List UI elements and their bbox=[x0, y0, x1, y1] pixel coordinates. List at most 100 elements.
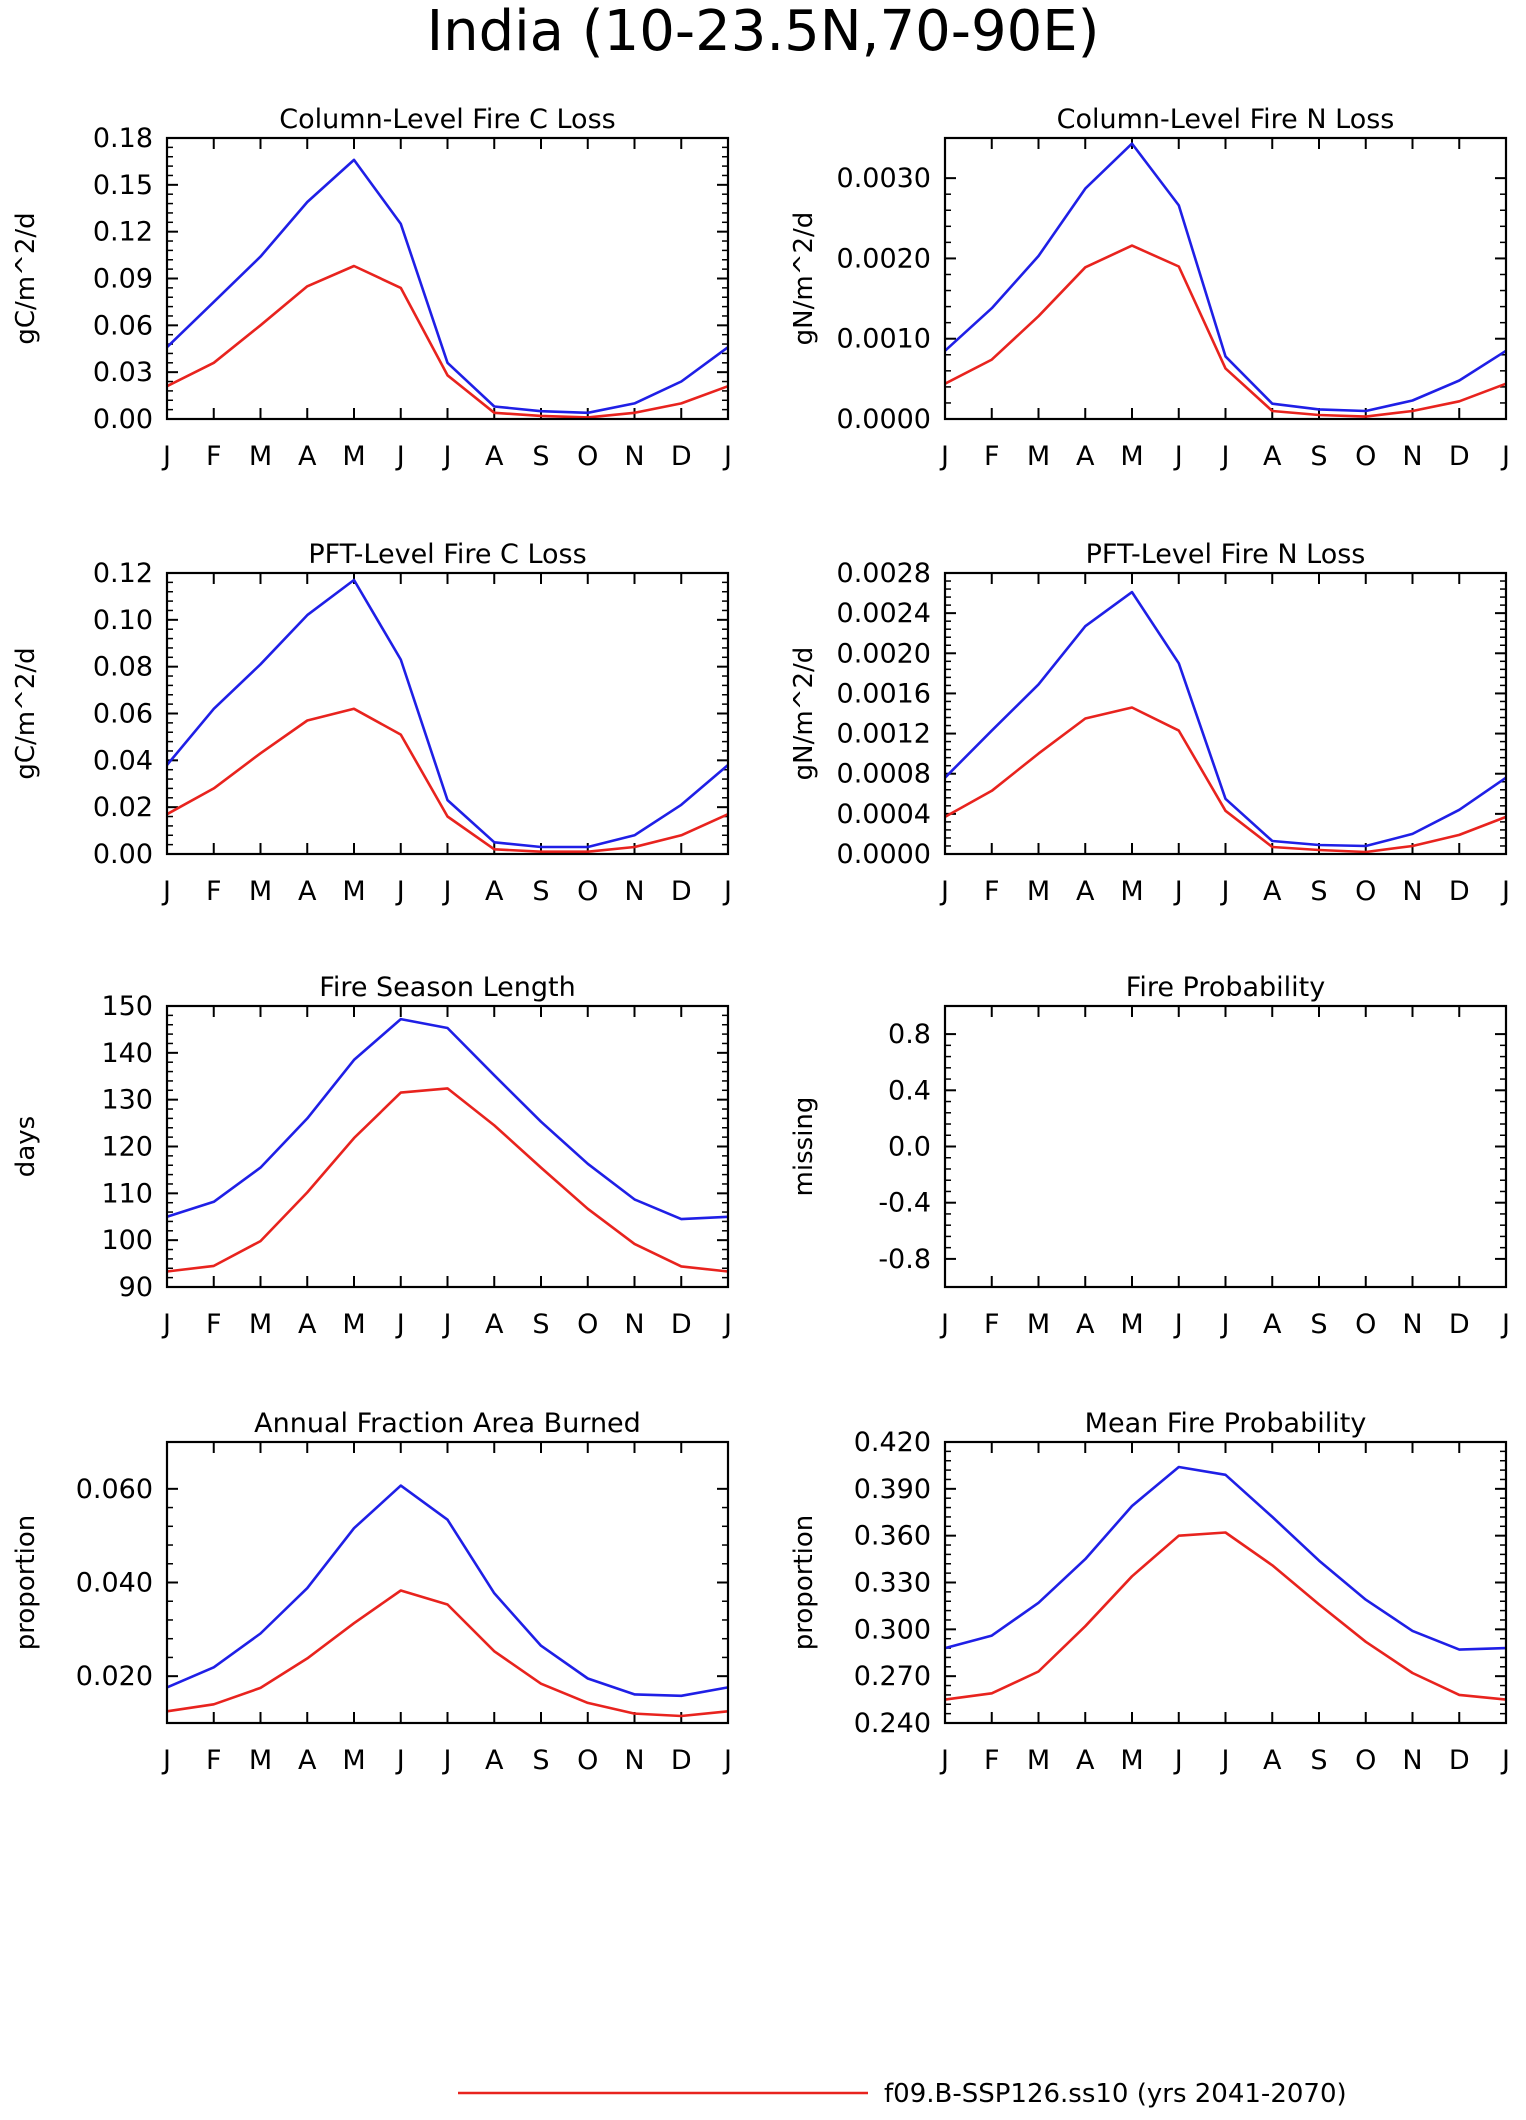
x-tick-label: S bbox=[532, 1745, 549, 1776]
x-tick-label: J bbox=[722, 1309, 732, 1340]
x-tick-label: M bbox=[342, 876, 365, 907]
series-line bbox=[166, 264, 729, 419]
y-tick-label: 0.0008 bbox=[837, 759, 931, 790]
x-tick-label: A bbox=[485, 1745, 504, 1776]
x-tick-label: S bbox=[1310, 1309, 1327, 1340]
x-tick-label: N bbox=[624, 1309, 644, 1340]
chart-panel: PFT-Level Fire C Loss gC/m^2/d 0.00 0.02 0.0… bbox=[11, 539, 732, 907]
x-tick-label: D bbox=[671, 876, 692, 907]
x-tick-label: N bbox=[624, 441, 644, 472]
x-tick-label: O bbox=[1355, 441, 1376, 472]
y-tick-label: 0.0030 bbox=[837, 163, 931, 194]
x-tick-label: N bbox=[1402, 876, 1422, 907]
y-tick-label: 0.06 bbox=[93, 699, 153, 730]
x-tick-label: J bbox=[1500, 876, 1510, 907]
x-tick-label: A bbox=[298, 876, 317, 907]
plot-frame bbox=[943, 136, 1508, 421]
x-tick-label: A bbox=[298, 1309, 317, 1340]
x-tick-label: D bbox=[1449, 1309, 1470, 1340]
y-tick-label: 0.06 bbox=[93, 310, 153, 341]
y-tick-label: 0.0016 bbox=[837, 678, 931, 709]
x-tick-label: F bbox=[206, 441, 222, 472]
y-tick-label: 120 bbox=[101, 1132, 153, 1163]
panel-title: Annual Fraction Area Burned bbox=[254, 1408, 641, 1439]
y-tick-label: 0.15 bbox=[93, 170, 153, 201]
x-tick-label: F bbox=[984, 876, 1000, 907]
x-tick-label: J bbox=[1173, 441, 1183, 472]
series-line bbox=[944, 1531, 1507, 1701]
x-tick-label: A bbox=[1076, 441, 1095, 472]
y-tick-label: 0.4 bbox=[888, 1075, 931, 1106]
y-tick-label: 0.020 bbox=[76, 1661, 153, 1692]
legend: f09.B-SSP126.ss10 (yrs 2041-2070) bbox=[458, 2079, 1347, 2109]
series-line bbox=[944, 142, 1507, 413]
x-tick-label: M bbox=[1120, 441, 1143, 472]
x-tick-label: N bbox=[1402, 1309, 1422, 1340]
y-tick-label: 0.360 bbox=[854, 1521, 931, 1552]
y-tick-label: 0.08 bbox=[93, 652, 153, 683]
y-tick-label: 100 bbox=[101, 1225, 153, 1256]
series-line bbox=[944, 590, 1507, 848]
x-tick-label: F bbox=[206, 1309, 222, 1340]
x-tick-label: J bbox=[1220, 876, 1230, 907]
y-tick-label: 0.0000 bbox=[837, 839, 931, 870]
x-tick-label: O bbox=[577, 1309, 598, 1340]
x-tick-label: N bbox=[624, 876, 644, 907]
x-tick-label: N bbox=[624, 1745, 644, 1776]
y-tick-label: 140 bbox=[101, 1038, 153, 1069]
y-axis-label: gC/m^2/d bbox=[11, 212, 41, 344]
y-tick-label: 0.8 bbox=[888, 1019, 931, 1050]
series-line bbox=[166, 158, 729, 415]
series-line bbox=[944, 706, 1507, 854]
x-tick-label: J bbox=[1500, 441, 1510, 472]
series-line bbox=[166, 1017, 729, 1221]
x-tick-label: J bbox=[161, 1745, 171, 1776]
y-tick-label: 0.240 bbox=[854, 1708, 931, 1739]
x-tick-label: M bbox=[1120, 876, 1143, 907]
x-tick-label: O bbox=[1355, 876, 1376, 907]
x-tick-label: J bbox=[1173, 1745, 1183, 1776]
x-tick-label: D bbox=[671, 1309, 692, 1340]
x-tick-label: F bbox=[206, 1745, 222, 1776]
x-tick-label: M bbox=[1027, 1309, 1050, 1340]
legend-label: f09.B-SSP126.ss10 (yrs 2041-2070) bbox=[884, 2079, 1347, 2109]
x-tick-label: M bbox=[1027, 876, 1050, 907]
x-tick-label: O bbox=[577, 1745, 598, 1776]
chart-panel: Annual Fraction Area Burned proportion 0.0… bbox=[11, 1408, 732, 1776]
y-tick-label: 0.0004 bbox=[837, 799, 931, 830]
y-axis-label: proportion bbox=[789, 1515, 819, 1650]
x-tick-label: S bbox=[532, 1309, 549, 1340]
x-tick-label: J bbox=[1220, 1309, 1230, 1340]
x-tick-label: A bbox=[298, 1745, 317, 1776]
y-tick-label: 110 bbox=[101, 1178, 153, 1209]
x-tick-label: J bbox=[722, 441, 732, 472]
x-tick-label: A bbox=[1263, 1745, 1282, 1776]
x-tick-label: J bbox=[161, 876, 171, 907]
y-tick-label: 0.0020 bbox=[837, 243, 931, 274]
x-tick-label: A bbox=[1263, 441, 1282, 472]
x-tick-label: J bbox=[939, 876, 949, 907]
plot-frame bbox=[165, 136, 730, 421]
x-tick-label: A bbox=[1076, 1745, 1095, 1776]
x-tick-label: O bbox=[1355, 1745, 1376, 1776]
x-tick-label: A bbox=[485, 441, 504, 472]
y-tick-label: 0.0024 bbox=[837, 598, 931, 629]
y-axis-label: gN/m^2/d bbox=[789, 212, 819, 346]
x-tick-label: J bbox=[442, 1745, 452, 1776]
x-tick-label: J bbox=[1220, 441, 1230, 472]
x-tick-label: M bbox=[1120, 1309, 1143, 1340]
y-tick-label: 0.04 bbox=[93, 745, 153, 776]
x-tick-label: J bbox=[1220, 1745, 1230, 1776]
y-axis-label: missing bbox=[789, 1097, 819, 1197]
x-tick-label: S bbox=[1310, 876, 1327, 907]
x-tick-label: J bbox=[939, 1745, 949, 1776]
plot-frame bbox=[943, 1440, 1508, 1725]
x-tick-label: A bbox=[1076, 876, 1095, 907]
x-tick-label: J bbox=[722, 876, 732, 907]
figure-title: India (10-23.5N,70-90E) bbox=[427, 0, 1100, 64]
x-tick-label: F bbox=[206, 876, 222, 907]
y-tick-label: 0.0 bbox=[888, 1132, 931, 1163]
y-tick-label: 0.330 bbox=[854, 1568, 931, 1599]
x-tick-label: M bbox=[249, 876, 272, 907]
chart-panel: Fire Probability missing -0.8 -0.4 0.0 0.4 0.8… bbox=[789, 972, 1510, 1340]
